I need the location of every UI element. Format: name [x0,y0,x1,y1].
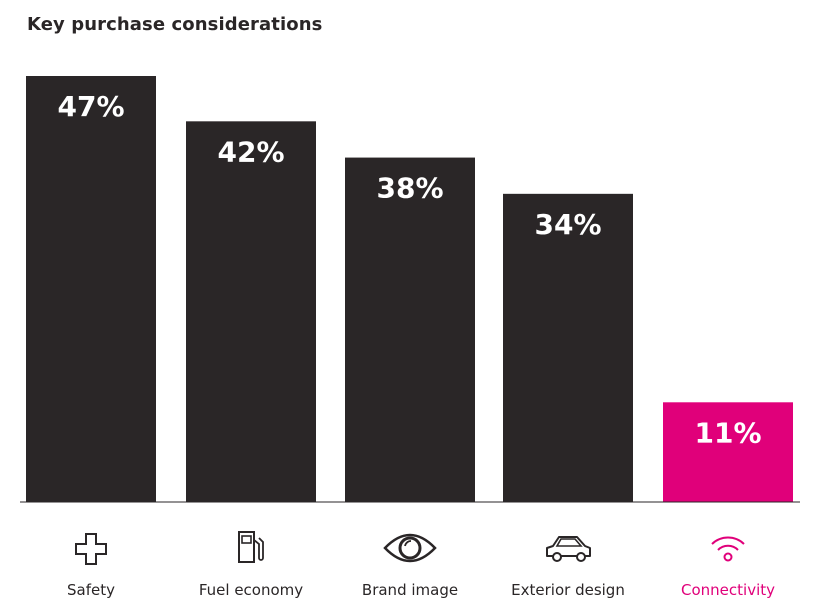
chart-title: Key purchase considerations [27,14,323,35]
value-label-brand-image: 38% [376,172,443,205]
value-label-safety: 47% [57,90,124,123]
eye-icon [383,533,437,563]
category-label-brand-image: Brand image [362,581,458,599]
bar-fuel-economy [186,121,316,502]
value-label-exterior-design: 34% [534,208,601,241]
category-label-exterior-design: Exterior design [511,581,625,599]
value-label-fuel-economy: 42% [217,135,284,168]
value-label-connectivity: 11% [694,416,761,449]
category-label-fuel-economy: Fuel economy [199,581,303,599]
car-icon [546,536,591,562]
wifi-icon [711,536,745,562]
bar-exterior-design [503,193,633,503]
bar-connectivity [663,402,793,502]
fuel-pump-icon [238,531,264,563]
bar-safety [26,76,156,502]
bar-brand-image [345,157,475,502]
category-label-safety: Safety [67,581,115,599]
labels-group: Safety Fuel economy Brand image Exterior de… [67,581,775,599]
category-label-connectivity: Connectivity [681,581,775,599]
icons-group [75,531,745,565]
bars-group: 47% 42% 38% 34% 11% [26,76,793,503]
cross-icon [75,533,107,565]
